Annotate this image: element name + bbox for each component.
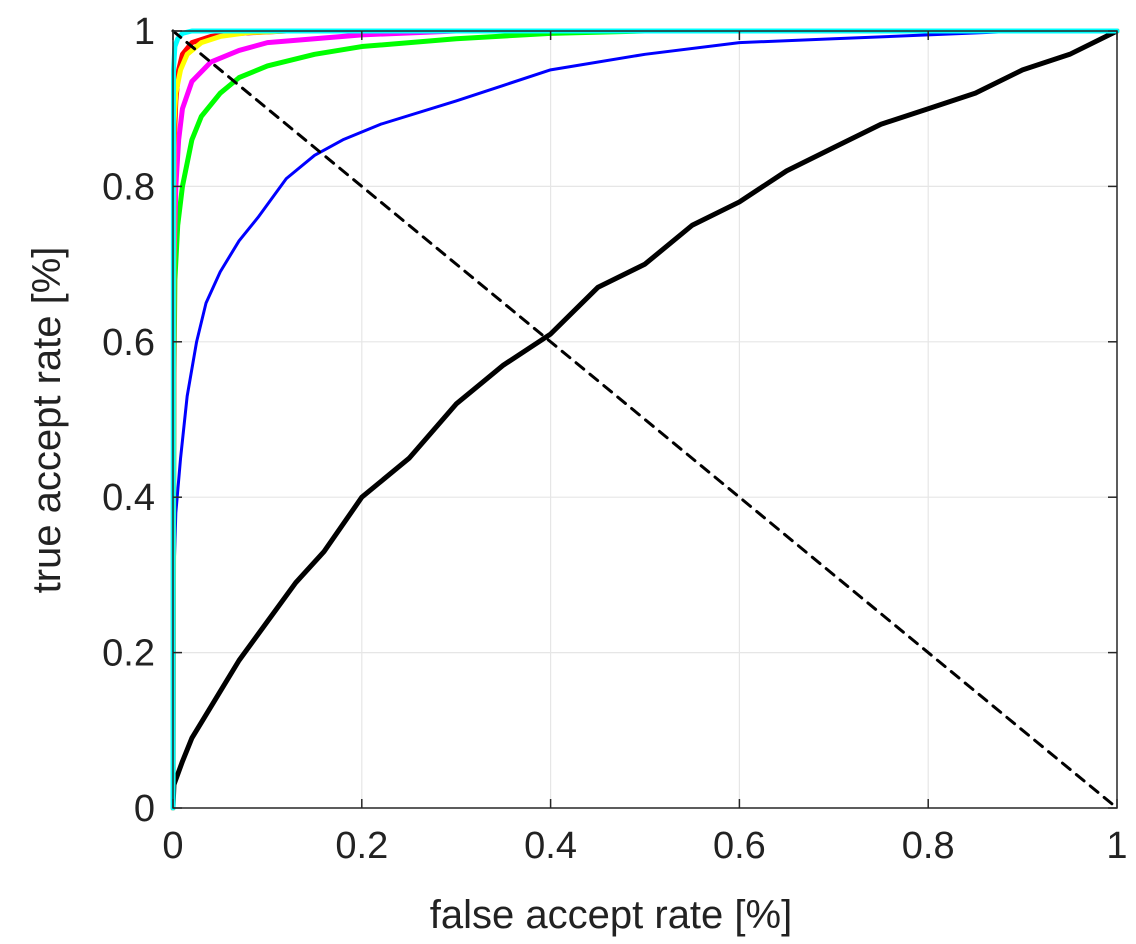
x-tick-label: 0.8 [902, 825, 955, 867]
y-tick-label: 0.2 [102, 633, 155, 675]
roc-curve-2 [171, 29, 1119, 810]
y-tick-label: 0.8 [102, 166, 155, 208]
diagonal-reference-line [171, 29, 1119, 810]
y-tick-label: 1 [134, 11, 155, 53]
y-tick-label: 0.4 [102, 477, 155, 519]
x-tick-label: 0.6 [713, 825, 766, 867]
y-tick-label: 0.6 [102, 322, 155, 364]
x-tick-labels: 0 0.2 0.4 0.6 0.8 1 [162, 825, 1127, 867]
tick-marks [172, 30, 1118, 809]
x-tick-label: 0.2 [335, 825, 388, 867]
series-group [170, 28, 1120, 811]
x-tick-label: 0 [162, 825, 183, 867]
y-axis-label: true accept rate [%] [25, 247, 69, 594]
x-tick-label: 0.4 [524, 825, 577, 867]
x-axis-label: false accept rate [%] [430, 893, 792, 937]
axes-box [172, 30, 1118, 809]
roc-curve-1 [170, 28, 1120, 811]
grid [173, 31, 1117, 808]
x-tick-label: 1 [1106, 825, 1127, 867]
y-tick-label: 0 [134, 788, 155, 830]
y-tick-labels: 0 0.2 0.4 0.6 0.8 1 [102, 11, 155, 830]
